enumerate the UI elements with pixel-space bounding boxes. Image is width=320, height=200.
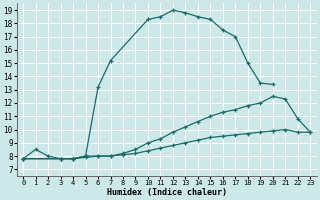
X-axis label: Humidex (Indice chaleur): Humidex (Indice chaleur) (107, 188, 227, 197)
